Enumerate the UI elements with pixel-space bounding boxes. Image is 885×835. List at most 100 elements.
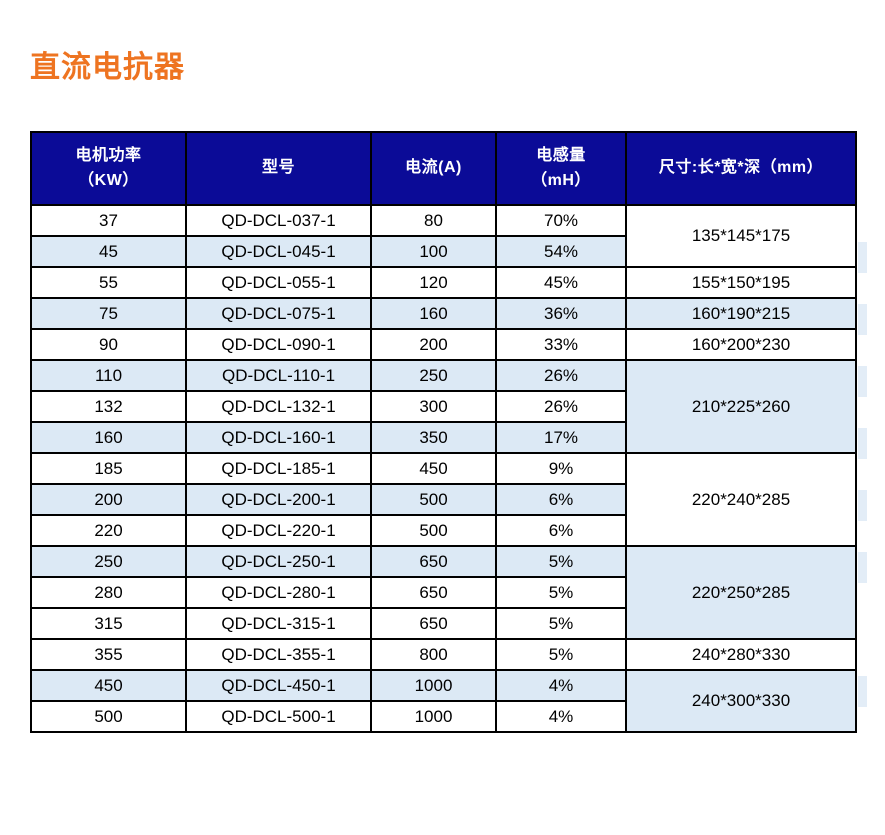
cell-inductance: 9% [495, 452, 627, 485]
table-row: 45 QD-DCL-045-1 100 54% [30, 235, 867, 273]
cell-current: 800 [370, 638, 497, 671]
cell-inductance: 5% [495, 607, 627, 640]
cell-motor-power: 160 [30, 421, 187, 454]
header-row: 电机功率 （KW） 型号 电流(A) 电感量 （mH） 尺寸:长*宽*深（mm） [30, 131, 857, 206]
cell-inductance: 5% [495, 545, 627, 578]
cell-current: 350 [370, 421, 497, 454]
cell-inductance: 33% [495, 328, 627, 361]
cell-inductance: 70% [495, 204, 627, 237]
cell-inductance: 4% [495, 669, 627, 702]
cell-current: 200 [370, 328, 497, 361]
table-row: 55 QD-DCL-055-1 120 45% 155*150*195 [30, 266, 857, 299]
cell-model: QD-DCL-075-1 [185, 297, 372, 330]
cell-model: QD-DCL-045-1 [185, 235, 372, 268]
cell-inductance: 6% [495, 514, 627, 547]
cell-dimensions: 220*250*285 [625, 545, 857, 640]
cell-current: 500 [370, 483, 497, 516]
cell-model: QD-DCL-037-1 [185, 204, 372, 237]
spec-table-header: 电机功率 （KW） 型号 电流(A) 电感量 （mH） 尺寸:长*宽*深（mm） [30, 131, 857, 206]
cell-current: 100 [370, 235, 497, 268]
cell-model: QD-DCL-185-1 [185, 452, 372, 485]
spec-table-body: 37 QD-DCL-037-1 80 70% 135*145*175 45 QD-DCL-0… [30, 204, 867, 733]
cell-inductance: 26% [495, 390, 627, 423]
cell-current: 450 [370, 452, 497, 485]
cell-dimensions: 240*300*330 [625, 669, 857, 733]
header-motor-power: 电机功率 （KW） [30, 131, 187, 206]
table-row: 250 QD-DCL-250-1 650 5% 220*250*285 [30, 545, 867, 640]
table-row: 315 QD-DCL-315-1 650 5% [30, 607, 856, 640]
cell-model: QD-DCL-200-1 [185, 483, 372, 516]
cell-dimensions: 160*190*215 [625, 297, 857, 330]
cell-model: QD-DCL-090-1 [185, 328, 372, 361]
cell-inductance: 4% [495, 700, 627, 733]
table-row: 355 QD-DCL-355-1 800 5% 240*280*330 [30, 638, 857, 671]
table-row: 280 QD-DCL-280-1 650 5% [30, 576, 856, 609]
table-row: 200 QD-DCL-200-1 500 6% [30, 483, 867, 521]
table-row: 37 QD-DCL-037-1 80 70% 135*145*175 [30, 204, 857, 268]
cell-current: 300 [370, 390, 497, 423]
cell-current: 650 [370, 576, 497, 609]
table-row: 450 QD-DCL-450-1 1000 4% 240*300*330 [30, 669, 867, 733]
header-current: 电流(A) [370, 131, 497, 206]
cell-current: 120 [370, 266, 497, 299]
page-title: 直流电抗器 [30, 51, 185, 84]
cell-motor-power: 55 [30, 266, 187, 299]
cell-model: QD-DCL-220-1 [185, 514, 372, 547]
cell-current: 160 [370, 297, 497, 330]
table-row: 132 QD-DCL-132-1 300 26% [30, 390, 856, 423]
cell-current: 1000 [370, 669, 497, 702]
cell-motor-power: 110 [30, 359, 187, 392]
cell-model: QD-DCL-110-1 [185, 359, 372, 392]
cell-dimensions: 155*150*195 [625, 266, 857, 299]
header-model: 型号 [185, 131, 372, 206]
cell-inductance: 45% [495, 266, 627, 299]
header-inductance: 电感量 （mH） [495, 131, 627, 206]
table-row: 220 QD-DCL-220-1 500 6% [30, 514, 856, 547]
cell-model: QD-DCL-355-1 [185, 638, 372, 671]
cell-current: 650 [370, 607, 497, 640]
cell-inductance: 54% [495, 235, 627, 268]
cell-current: 250 [370, 359, 497, 392]
cell-dimensions: 220*240*285 [625, 452, 857, 547]
table-row: 75 QD-DCL-075-1 160 36% 160*190*215 [30, 297, 867, 335]
cell-motor-power: 75 [30, 297, 187, 330]
cell-dimensions: 240*280*330 [625, 638, 857, 671]
cell-motor-power: 250 [30, 545, 187, 578]
cell-model: QD-DCL-315-1 [185, 607, 372, 640]
cell-inductance: 36% [495, 297, 627, 330]
cell-model: QD-DCL-132-1 [185, 390, 372, 423]
header-dimensions: 尺寸:长*宽*深（mm） [625, 131, 857, 206]
table-row: 160 QD-DCL-160-1 350 17% [30, 421, 867, 459]
cell-inductance: 6% [495, 483, 627, 516]
cell-motor-power: 37 [30, 204, 187, 237]
cell-motor-power: 280 [30, 576, 187, 609]
cell-inductance: 5% [495, 576, 627, 609]
cell-model: QD-DCL-250-1 [185, 545, 372, 578]
cell-motor-power: 90 [30, 328, 187, 361]
cell-motor-power: 315 [30, 607, 187, 640]
cell-motor-power: 132 [30, 390, 187, 423]
dc-reactor-spec-table: 电机功率 （KW） 型号 电流(A) 电感量 （mH） 尺寸:长*宽*深（mm）… [30, 131, 867, 733]
cell-model: QD-DCL-160-1 [185, 421, 372, 454]
cell-motor-power: 220 [30, 514, 187, 547]
cell-motor-power: 185 [30, 452, 187, 485]
cell-model: QD-DCL-280-1 [185, 576, 372, 609]
cell-motor-power: 450 [30, 669, 187, 702]
cell-model: QD-DCL-500-1 [185, 700, 372, 733]
table-row: 500 QD-DCL-500-1 1000 4% [30, 700, 856, 733]
cell-motor-power: 45 [30, 235, 187, 268]
cell-inductance: 26% [495, 359, 627, 392]
cell-motor-power: 500 [30, 700, 187, 733]
cell-inductance: 17% [495, 421, 627, 454]
cell-dimensions: 210*225*260 [625, 359, 857, 454]
cell-dimensions: 160*200*230 [625, 328, 857, 361]
table-row: 185 QD-DCL-185-1 450 9% 220*240*285 [30, 452, 857, 547]
cell-inductance: 5% [495, 638, 627, 671]
cell-motor-power: 355 [30, 638, 187, 671]
cell-current: 1000 [370, 700, 497, 733]
cell-current: 500 [370, 514, 497, 547]
cell-motor-power: 200 [30, 483, 187, 516]
cell-current: 80 [370, 204, 497, 237]
page: 直流电抗器 电机功率 （KW） 型号 电流(A) 电感量 （mH） 尺寸:长*宽… [30, 51, 867, 733]
cell-current: 650 [370, 545, 497, 578]
